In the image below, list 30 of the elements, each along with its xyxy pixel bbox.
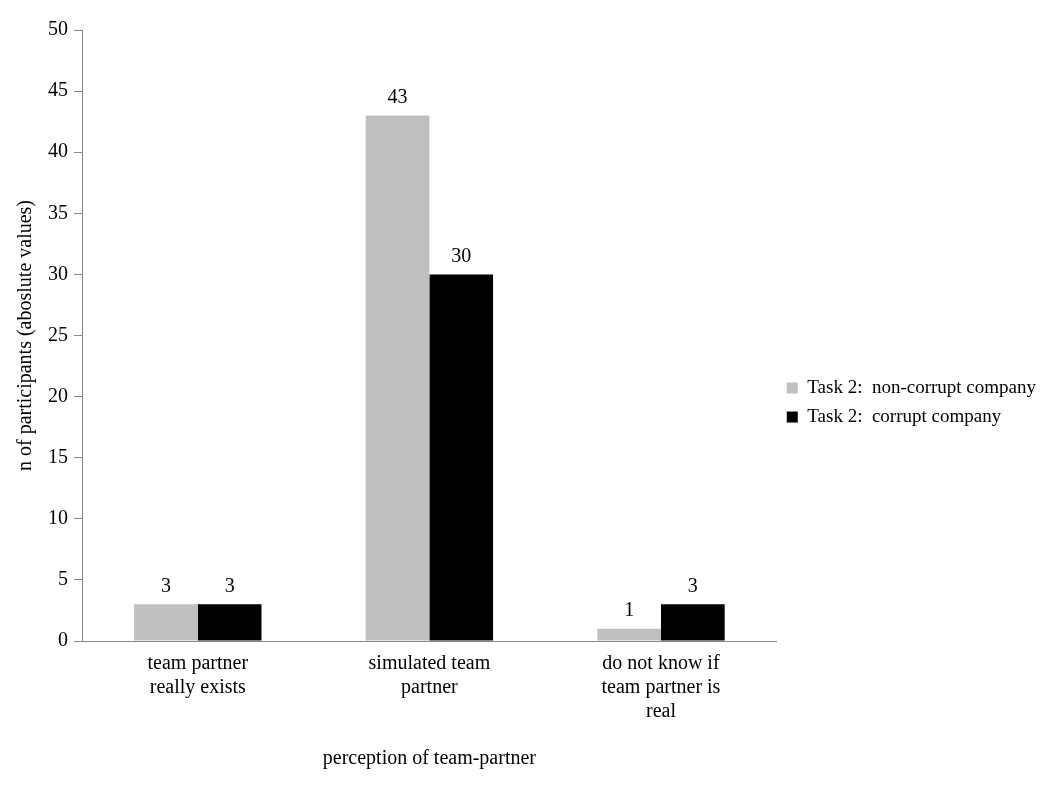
data-label: 43 bbox=[387, 84, 408, 107]
bar bbox=[365, 115, 430, 641]
data-label: 3 bbox=[224, 573, 235, 596]
y-tick-label: 40 bbox=[48, 139, 68, 162]
y-tick-label: 35 bbox=[48, 200, 68, 223]
data-label: 3 bbox=[687, 573, 698, 596]
bar bbox=[134, 604, 198, 641]
legend-label: Task 2: corrupt company bbox=[807, 404, 1002, 426]
x-tick-label: do not know if team partner is real bbox=[601, 651, 721, 722]
y-tick-label: 0 bbox=[58, 628, 68, 651]
y-tick-label: 5 bbox=[58, 567, 68, 590]
bar bbox=[429, 274, 494, 641]
data-label: 1 bbox=[624, 598, 635, 621]
bar bbox=[660, 604, 725, 641]
y-tick-label: 10 bbox=[48, 506, 68, 529]
y-tick-label: 30 bbox=[48, 261, 68, 284]
y-tick-label: 15 bbox=[48, 444, 68, 467]
data-label: 3 bbox=[160, 573, 171, 596]
data-label: 30 bbox=[451, 243, 472, 266]
y-tick-label: 25 bbox=[48, 322, 68, 345]
y-tick-label: 20 bbox=[48, 383, 68, 406]
bar bbox=[197, 604, 262, 641]
y-tick-label: 50 bbox=[48, 17, 68, 40]
x-tick-label: simulated team partner bbox=[368, 651, 491, 699]
x-tick-label: team partner really exists bbox=[147, 651, 249, 699]
legend-label: Task 2: non-corrupt company bbox=[807, 375, 1037, 397]
x-axis-title: perception of team-partner bbox=[322, 746, 537, 770]
y-tick-label: 45 bbox=[48, 78, 68, 101]
bar bbox=[597, 628, 661, 641]
y-axis-title: n of participants (aboslute values) bbox=[13, 199, 37, 472]
